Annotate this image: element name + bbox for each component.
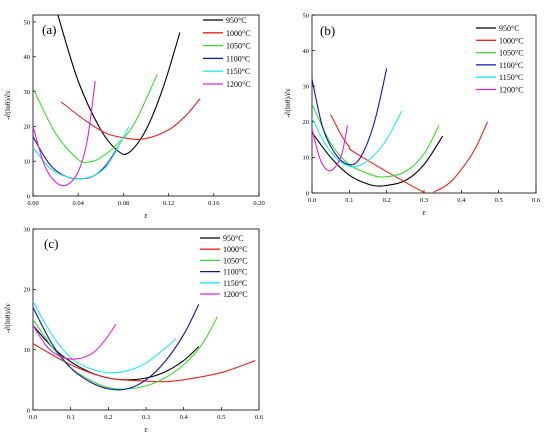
panel-c-xtick-label: 0.0 xyxy=(29,414,37,421)
panel-c-ytick-label: 30 xyxy=(24,226,31,233)
panel-b-label: (b) xyxy=(320,23,335,38)
panel-b-xtick-label: 0.0 xyxy=(308,197,316,204)
panel-b-series-line-1 xyxy=(330,114,488,193)
panel-c-xtick-label: 0.3 xyxy=(142,414,150,421)
panel-a-legend-label: 1200°C xyxy=(226,80,251,89)
panel-b-xtick-label: 0.3 xyxy=(420,197,428,204)
panel-c-series-line-3 xyxy=(33,304,200,391)
panel-c-legend-label: 1000°C xyxy=(223,245,248,254)
panel-b-xtick-label: 0.5 xyxy=(495,197,503,204)
panel-a-series-line-5 xyxy=(33,81,96,187)
panel-b-legend-label: 1050°C xyxy=(499,49,524,58)
panel-a-series-line-1 xyxy=(60,98,201,140)
panel-b-xtick-label: 0.6 xyxy=(532,197,541,204)
panel-a-xtick-label: 0.08 xyxy=(118,200,129,207)
panel-a-series-line-0 xyxy=(57,15,181,156)
panel-b-xtick-label: 0.4 xyxy=(457,197,466,204)
panel-c-ytick-label: 10 xyxy=(24,347,31,354)
panel-a-xtick-label: 0.12 xyxy=(163,200,174,207)
panel-c-y-axis-label: -∂(lnθ)/∂ε xyxy=(3,303,12,333)
panel-a-series-line-2 xyxy=(33,73,158,164)
panel-a-legend-label: 1050°C xyxy=(226,42,251,51)
panel-a-legend-label: 1100°C xyxy=(226,54,250,63)
panel-b-y-axis-label: -∂(lnθ)/∂ε xyxy=(283,88,292,118)
panel-b-ytick-label: 20 xyxy=(303,119,310,126)
panel-c-ytick-label: 0 xyxy=(27,407,30,414)
panel-c-series-line-5 xyxy=(33,324,117,360)
panel-b-x-axis-label: ε xyxy=(422,208,426,217)
panel-a-ytick-label: 50 xyxy=(24,19,31,26)
panel-b-legend-label: 1000°C xyxy=(499,36,524,45)
panel-b-legend-label: 1200°C xyxy=(499,86,524,95)
panel-b-series-line-0 xyxy=(312,132,444,187)
panel-a-ytick-label: 20 xyxy=(24,124,31,131)
panel-a-series-line-3 xyxy=(33,136,119,180)
panel-a-legend-label: 950°C xyxy=(226,16,247,25)
panel-c-series-line-4 xyxy=(33,301,177,374)
panel-a-legend-label: 1000°C xyxy=(226,29,251,38)
panel-a-ytick-label: 0 xyxy=(27,193,30,200)
panel-b-series-line-4 xyxy=(312,110,403,168)
panel-b-ytick-label: 10 xyxy=(303,155,310,162)
panel-b-legend-label: 950°C xyxy=(499,24,520,33)
panel-c-label: (c) xyxy=(44,236,58,251)
panel-c-ytick-label: 20 xyxy=(24,287,31,294)
panel-b-series-line-5 xyxy=(312,125,349,172)
panel-b-ytick-label: 30 xyxy=(303,84,310,91)
panel-a-ytick-label: 30 xyxy=(24,89,31,96)
panel-a-series-line-4 xyxy=(33,126,130,180)
panel-c-xtick-label: 0.6 xyxy=(255,414,264,421)
panel-a-x-axis-label: ε xyxy=(144,211,148,220)
panel-c-legend-label: 950°C xyxy=(223,234,244,243)
panel-c-xtick-label: 0.4 xyxy=(180,414,189,421)
panel-c-legend-label: 1050°C xyxy=(223,256,248,265)
panel-b-legend-label: 1150°C xyxy=(499,73,523,82)
panel-c-xtick-label: 0.1 xyxy=(67,414,75,421)
panel-c-xtick-label: 0.5 xyxy=(217,414,225,421)
panel-b-legend-label: 1100°C xyxy=(499,61,523,70)
panel-c-legend-label: 1150°C xyxy=(223,279,247,288)
panel-a-ytick-label: 40 xyxy=(24,54,31,61)
panel-c-legend-label: 1200°C xyxy=(223,290,248,299)
panel-a-xtick-label: 0.00 xyxy=(27,200,38,207)
panel-a-xtick-label: 0.16 xyxy=(208,200,220,207)
panel-c-series-line-2 xyxy=(33,316,219,390)
panel-b-ytick-label: 0 xyxy=(306,190,309,197)
panel-b-xtick-label: 0.2 xyxy=(383,197,391,204)
panel-a-xtick-label: 0.04 xyxy=(73,200,85,207)
panel-c-legend-label: 1100°C xyxy=(223,268,247,277)
panel-c-xtick-label: 0.2 xyxy=(104,414,112,421)
panel-a-legend-label: 1150°C xyxy=(226,67,250,76)
panel-a-y-axis-label: -∂(lnθ)/∂ε xyxy=(3,90,12,120)
panel-c-x-axis-label: ε xyxy=(144,425,148,434)
panel-b-ytick-label: 50 xyxy=(303,12,310,19)
panel-b-xtick-label: 0.1 xyxy=(345,197,353,204)
panel-a-xtick-label: 0.20 xyxy=(253,200,264,207)
panel-a-label: (a) xyxy=(42,22,56,37)
panel-a-frame xyxy=(32,14,260,197)
panel-b-ytick-label: 40 xyxy=(303,48,310,55)
panel-b-series-line-2 xyxy=(312,103,440,178)
panel-b-series-line-3 xyxy=(312,68,388,166)
panel-a-ytick-label: 10 xyxy=(24,158,31,165)
